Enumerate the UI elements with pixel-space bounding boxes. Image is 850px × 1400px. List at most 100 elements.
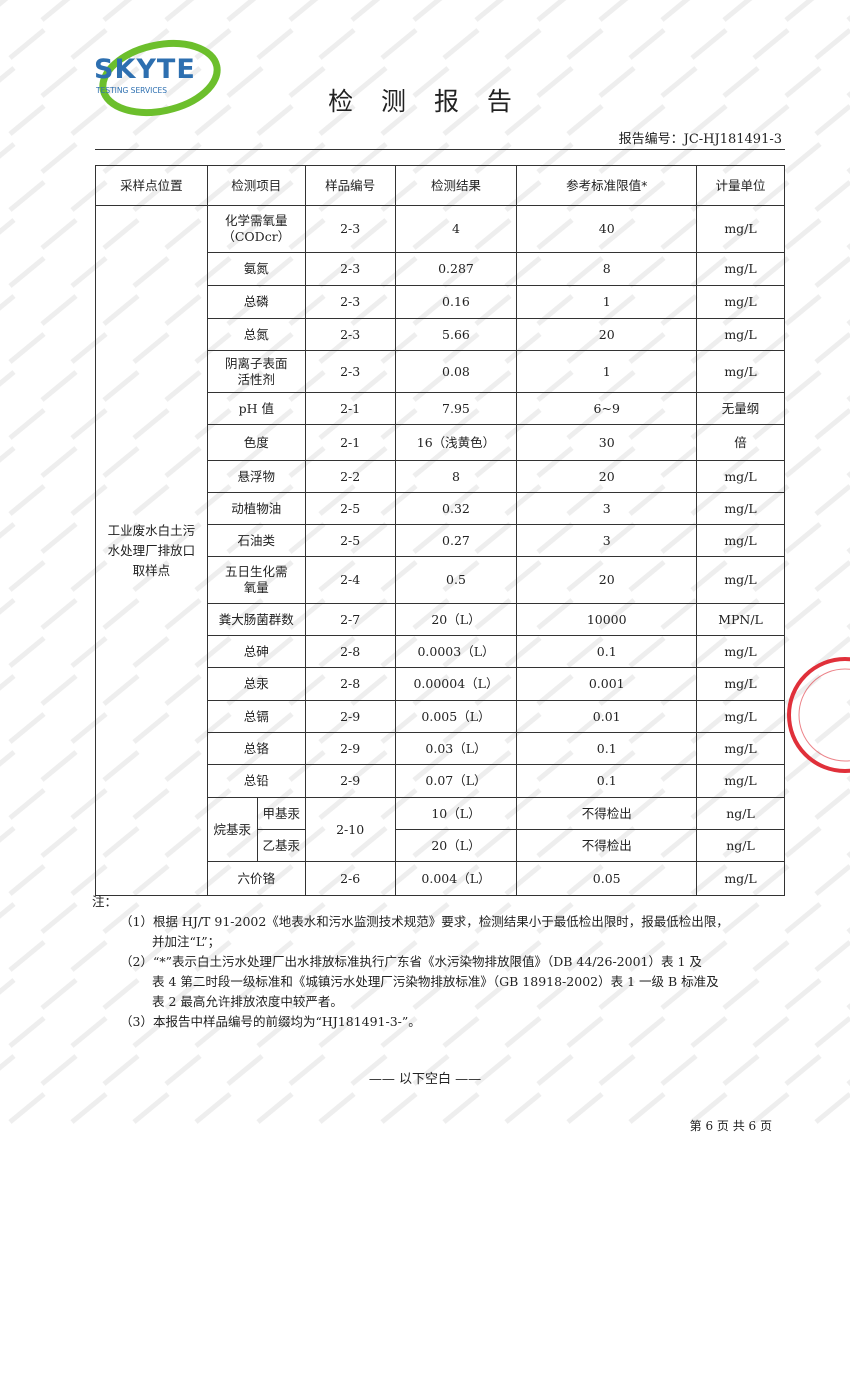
table-row: 石油类 2-5 0.27 3 mg/L bbox=[96, 524, 785, 557]
sample-number: 2-1 bbox=[304, 424, 396, 461]
test-result: 0.32 bbox=[394, 492, 518, 525]
sample-number: 2-8 bbox=[304, 635, 396, 668]
unit: mg/L bbox=[696, 667, 785, 701]
column-header: 检测结果 bbox=[394, 165, 518, 206]
test-item: 总氮 bbox=[206, 318, 306, 351]
standard-limit: 0.1 bbox=[516, 635, 698, 668]
standard-limit: 3 bbox=[516, 492, 698, 525]
red-seal-stamp bbox=[787, 657, 850, 773]
note-1: （1）根据 HJ/T 91-2002《地表水和污水监测技术规范》要求，检测结果小… bbox=[120, 914, 729, 929]
test-result: 5.66 bbox=[394, 318, 518, 351]
table-row: 工业废水白土污水处理厂排放口取样点 化学需氧量（CODcr） 2-3 4 40 mg/L bbox=[95, 205, 785, 896]
sample-number: 2-1 bbox=[304, 392, 396, 425]
test-result: 0.00004（L） bbox=[394, 667, 518, 701]
sample-number: 2-3 bbox=[304, 350, 396, 393]
test-result: 0.07（L） bbox=[394, 764, 518, 798]
results-table: 采样点位置 检测项目 样品编号 检测结果 参考标准限值* 计量单位 工业废水白土污水处理厂… bbox=[95, 165, 785, 896]
unit: mg/L bbox=[696, 252, 785, 286]
unit: mg/L bbox=[696, 492, 785, 525]
test-result: 4 bbox=[394, 205, 518, 253]
table-header: 采样点位置 检测项目 样品编号 检测结果 参考标准限值* 计量单位 bbox=[95, 165, 785, 206]
unit: 倍 bbox=[696, 424, 785, 461]
test-result: 7.95 bbox=[394, 392, 518, 425]
table-row: 总氮 2-3 5.66 20 mg/L bbox=[96, 318, 785, 351]
table-row: 六价铬 2-6 0.004（L） 0.05 mg/L bbox=[96, 861, 785, 896]
test-item: 六价铬 bbox=[206, 861, 306, 896]
test-item: 悬浮物 bbox=[206, 460, 306, 493]
test-result: 0.287 bbox=[394, 252, 518, 286]
test-item: 总铅 bbox=[206, 764, 306, 798]
test-result: 0.03（L） bbox=[394, 732, 518, 765]
table-row: pH 值 2-1 7.95 6~9 无量纲 bbox=[96, 392, 785, 425]
test-item: 五日生化需氧量 bbox=[206, 556, 306, 604]
test-item: 总砷 bbox=[206, 635, 306, 668]
test-subitem: 乙基汞 bbox=[256, 829, 306, 862]
test-item: 总铬 bbox=[206, 732, 306, 765]
column-header: 检测项目 bbox=[206, 165, 306, 206]
sample-number: 2-3 bbox=[304, 285, 396, 319]
unit: mg/L bbox=[696, 861, 785, 896]
standard-limit: 0.1 bbox=[516, 764, 698, 798]
test-item: pH 值 bbox=[206, 392, 306, 425]
note-2-cont: 表 4 第二时段一级标准和《城镇污水处理厂污染物排放标准》（GB 18918-2… bbox=[152, 974, 719, 989]
test-item-group: 烷基汞 bbox=[206, 797, 258, 862]
unit: mg/L bbox=[696, 205, 785, 253]
test-item: 总汞 bbox=[206, 667, 306, 701]
test-item: 化学需氧量（CODcr） bbox=[206, 205, 306, 253]
table-row: 总镉 2-9 0.005（L） 0.01 mg/L bbox=[96, 700, 785, 733]
test-result: 0.27 bbox=[394, 524, 518, 557]
unit: mg/L bbox=[696, 556, 785, 604]
test-result: 8 bbox=[394, 460, 518, 493]
note-3: （3）本报告中样品编号的前缀均为“HJ181491-3-”。 bbox=[120, 1014, 421, 1029]
column-header: 采样点位置 bbox=[95, 165, 208, 206]
table-row: 粪大肠菌群数 2-7 20（L） 10000 MPN/L bbox=[96, 603, 785, 636]
test-item: 动植物油 bbox=[206, 492, 306, 525]
unit: MPN/L bbox=[696, 603, 785, 636]
table-row: 烷基汞 甲基汞 2-10 10（L） 不得检出 ng/L bbox=[96, 797, 785, 862]
sample-number: 2-4 bbox=[304, 556, 396, 604]
test-item: 总镉 bbox=[206, 700, 306, 733]
test-result: 20（L） bbox=[394, 603, 518, 636]
standard-limit: 1 bbox=[516, 285, 698, 319]
table-row: 总铅 2-9 0.07（L） 0.1 mg/L bbox=[96, 764, 785, 798]
sample-number: 2-9 bbox=[304, 764, 396, 798]
unit: mg/L bbox=[696, 764, 785, 798]
standard-limit: 0.05 bbox=[516, 861, 698, 896]
note-1-cont: 并加注“L”； bbox=[152, 934, 221, 949]
unit: 无量纲 bbox=[696, 392, 785, 425]
sample-number: 2-2 bbox=[304, 460, 396, 493]
standard-limit: 不得检出 bbox=[516, 829, 698, 862]
standard-limit: 1 bbox=[516, 350, 698, 393]
table-row: 总磷 2-3 0.16 1 mg/L bbox=[96, 285, 785, 319]
standard-limit: 40 bbox=[516, 205, 698, 253]
notes: 注： （1）根据 HJ/T 91-2002《地表水和污水监测技术规范》要求，检测… bbox=[92, 892, 792, 1032]
note-2-cont2: 表 2 最高允许排放浓度中较严者。 bbox=[152, 994, 343, 1009]
report-number: 报告编号：JC-HJ181491-3 bbox=[618, 132, 782, 147]
test-item: 色度 bbox=[206, 424, 306, 461]
table-row: 色度 2-1 16（浅黄色） 30 倍 bbox=[96, 424, 785, 461]
test-result: 20（L） bbox=[394, 829, 518, 862]
sample-number: 2-3 bbox=[304, 252, 396, 286]
table-row: 五日生化需氧量 2-4 0.5 20 mg/L bbox=[96, 556, 785, 604]
skyte-logo: SKYTE TESTING SERVICES bbox=[92, 36, 222, 118]
unit: ng/L bbox=[696, 797, 785, 830]
sample-number: 2-8 bbox=[304, 667, 396, 701]
standard-limit: 20 bbox=[516, 318, 698, 351]
table-row: 乙基汞 20（L） 不得检出 ng/L bbox=[96, 829, 785, 862]
column-header: 参考标准限值* bbox=[516, 165, 698, 206]
test-result: 0.005（L） bbox=[394, 700, 518, 733]
end-marker: —— 以下空白 —— bbox=[368, 1072, 482, 1087]
standard-limit: 20 bbox=[516, 460, 698, 493]
test-result: 0.004（L） bbox=[394, 861, 518, 896]
page-number: 第 6 页 共 6 页 bbox=[689, 1119, 772, 1133]
unit: ng/L bbox=[696, 829, 785, 862]
test-subitem: 甲基汞 bbox=[256, 797, 306, 830]
standard-limit: 0.001 bbox=[516, 667, 698, 701]
standard-limit: 0.01 bbox=[516, 700, 698, 733]
notes-label: 注： bbox=[92, 894, 118, 909]
test-item: 氨氮 bbox=[206, 252, 306, 286]
standard-limit: 0.1 bbox=[516, 732, 698, 765]
test-result: 0.5 bbox=[394, 556, 518, 604]
unit: mg/L bbox=[696, 285, 785, 319]
